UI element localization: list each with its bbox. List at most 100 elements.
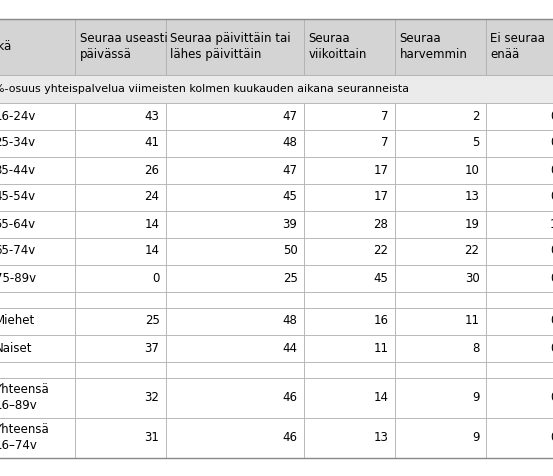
Text: 11: 11 xyxy=(373,341,389,355)
Bar xyxy=(75,335,165,361)
Text: 25: 25 xyxy=(145,315,159,327)
Text: 17: 17 xyxy=(373,163,389,177)
Text: 41: 41 xyxy=(144,137,159,149)
Bar xyxy=(0,19,75,75)
Bar xyxy=(0,157,75,184)
Text: 47: 47 xyxy=(283,109,298,122)
Text: 19: 19 xyxy=(465,218,479,230)
Text: 14: 14 xyxy=(373,391,389,404)
Bar xyxy=(486,361,553,377)
Text: 0: 0 xyxy=(550,315,553,327)
Text: 16: 16 xyxy=(373,315,389,327)
Bar xyxy=(0,102,75,129)
Bar xyxy=(165,361,304,377)
Text: 55-64v: 55-64v xyxy=(0,218,35,230)
Text: 16-24v: 16-24v xyxy=(0,109,36,122)
Text: Seuraa useasti
päivässä: Seuraa useasti päivässä xyxy=(80,32,167,61)
Text: 1: 1 xyxy=(550,218,553,230)
Text: 13: 13 xyxy=(374,431,389,444)
Bar xyxy=(75,417,165,457)
Bar xyxy=(165,377,304,417)
Bar xyxy=(165,129,304,157)
Bar xyxy=(486,417,553,457)
Bar xyxy=(304,129,394,157)
Bar xyxy=(304,157,394,184)
Text: 47: 47 xyxy=(283,163,298,177)
Bar xyxy=(0,129,75,157)
Bar xyxy=(75,265,165,291)
Bar xyxy=(394,238,486,265)
Bar xyxy=(394,377,486,417)
Bar xyxy=(165,157,304,184)
Text: 17: 17 xyxy=(373,190,389,204)
Bar xyxy=(394,265,486,291)
Text: 0: 0 xyxy=(550,109,553,122)
Bar xyxy=(165,417,304,457)
Bar xyxy=(486,157,553,184)
Bar xyxy=(165,210,304,238)
Text: 44: 44 xyxy=(283,341,298,355)
Text: Miehet: Miehet xyxy=(0,315,35,327)
Text: 32: 32 xyxy=(145,391,159,404)
Text: 37: 37 xyxy=(145,341,159,355)
Text: 10: 10 xyxy=(465,163,479,177)
Bar xyxy=(394,184,486,210)
Text: 50: 50 xyxy=(283,245,298,258)
Bar xyxy=(486,335,553,361)
Bar xyxy=(304,238,394,265)
Text: 13: 13 xyxy=(465,190,479,204)
Bar xyxy=(394,361,486,377)
Text: 0: 0 xyxy=(550,137,553,149)
Bar xyxy=(486,307,553,335)
Text: 46: 46 xyxy=(283,431,298,444)
Bar xyxy=(0,361,75,377)
Text: 0: 0 xyxy=(550,391,553,404)
Text: Naiset: Naiset xyxy=(0,341,32,355)
Text: 25-34v: 25-34v xyxy=(0,137,35,149)
Text: 30: 30 xyxy=(465,271,479,285)
Bar xyxy=(0,307,75,335)
Bar xyxy=(394,335,486,361)
Bar xyxy=(75,102,165,129)
Text: 0: 0 xyxy=(550,190,553,204)
Text: 0: 0 xyxy=(550,341,553,355)
Text: Ikä: Ikä xyxy=(0,40,12,53)
Bar xyxy=(486,19,553,75)
Bar xyxy=(165,102,304,129)
Text: 2: 2 xyxy=(472,109,479,122)
Bar xyxy=(75,184,165,210)
Bar xyxy=(486,210,553,238)
Text: 24: 24 xyxy=(144,190,159,204)
Bar xyxy=(165,335,304,361)
Text: 45: 45 xyxy=(283,190,298,204)
Bar xyxy=(0,238,75,265)
Text: 48: 48 xyxy=(283,137,298,149)
Text: 46: 46 xyxy=(283,391,298,404)
Bar xyxy=(304,210,394,238)
Text: 9: 9 xyxy=(472,391,479,404)
Text: Seuraa
harvemmin: Seuraa harvemmin xyxy=(399,32,467,61)
Bar xyxy=(394,210,486,238)
Bar xyxy=(75,210,165,238)
Bar xyxy=(304,291,394,307)
Text: 25: 25 xyxy=(283,271,298,285)
Bar xyxy=(394,129,486,157)
Text: 75-89v: 75-89v xyxy=(0,271,35,285)
Text: 14: 14 xyxy=(144,218,159,230)
Bar xyxy=(165,265,304,291)
Bar xyxy=(394,307,486,335)
Bar xyxy=(0,210,75,238)
Bar xyxy=(165,291,304,307)
Bar xyxy=(304,184,394,210)
Bar xyxy=(394,157,486,184)
Bar xyxy=(165,307,304,335)
Bar xyxy=(75,238,165,265)
Bar xyxy=(75,377,165,417)
Text: 11: 11 xyxy=(465,315,479,327)
Bar xyxy=(486,377,553,417)
Text: 0: 0 xyxy=(550,163,553,177)
Bar xyxy=(486,102,553,129)
Bar xyxy=(0,377,75,417)
Text: 45: 45 xyxy=(374,271,389,285)
Bar xyxy=(304,361,394,377)
